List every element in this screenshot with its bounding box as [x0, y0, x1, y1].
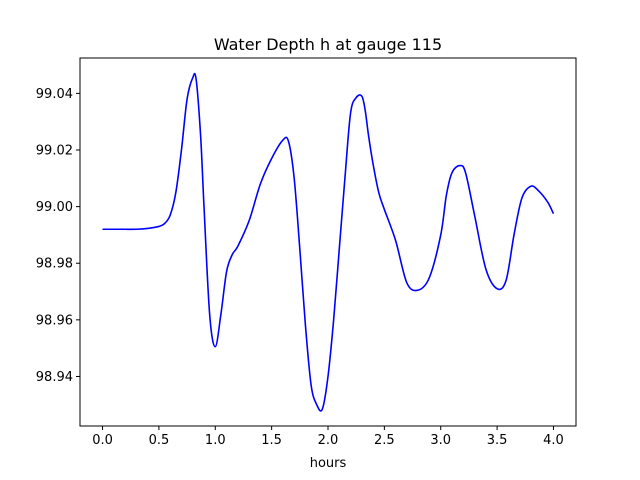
x-tick-label: 4.0 — [543, 433, 564, 448]
x-tick-label: 0.5 — [149, 433, 170, 448]
x-tick-label: 1.0 — [205, 433, 226, 448]
y-tick-label: 99.02 — [36, 144, 73, 159]
series-layer — [102, 72, 555, 412]
x-tick-label: 3.5 — [487, 433, 508, 448]
x-tick-label: 0.0 — [92, 433, 113, 448]
x-axis-label: hours — [310, 456, 347, 471]
y-tick-label: 98.96 — [36, 313, 73, 328]
y-tick-label: 98.98 — [36, 257, 73, 272]
x-tick-label: 1.5 — [261, 433, 282, 448]
ticks: 0.0 0.5 1.0 1.5 2.0 2.5 3.0 3.5 4.0 98.94 98.96 98.… — [36, 87, 564, 448]
y-tick-label: 99.04 — [36, 87, 73, 102]
plot-area-frame — [79, 57, 577, 427]
x-tick-label: 3.0 — [430, 433, 451, 448]
y-tick-label: 99.00 — [36, 200, 73, 215]
x-tick-label: 2.5 — [374, 433, 395, 448]
chart-title: Water Depth h at gauge 115 — [214, 35, 442, 54]
y-tick-label: 98.94 — [36, 370, 73, 385]
series-line — [102, 72, 555, 412]
x-tick-label: 2.0 — [318, 433, 339, 448]
